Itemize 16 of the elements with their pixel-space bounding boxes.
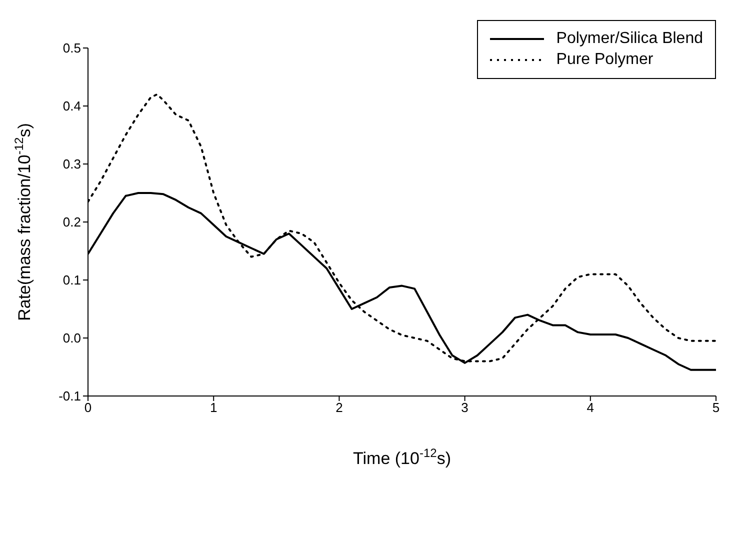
y-tick-label: 0.1 bbox=[62, 272, 81, 288]
legend-label: Pure Polymer bbox=[556, 51, 654, 69]
x-tick-label: 5 bbox=[712, 400, 720, 416]
y-tick-label: 0.0 bbox=[62, 330, 81, 346]
x-axis-title: Time (10$^{-12}$s) bbox=[353, 446, 451, 468]
x-tick-label: 4 bbox=[586, 400, 594, 416]
x-tick-label: 2 bbox=[336, 400, 343, 416]
x-tick-label: 1 bbox=[210, 400, 218, 416]
y-tick-label: 0.2 bbox=[62, 214, 81, 230]
y-tick-label: 0.4 bbox=[62, 98, 81, 114]
legend-label: Polymer/Silica Blend bbox=[556, 30, 703, 48]
y-tick-label: 0.5 bbox=[62, 40, 81, 56]
y-tick-label: 0.3 bbox=[62, 156, 81, 172]
x-tick-label: 0 bbox=[84, 400, 92, 416]
x-tick-label: 3 bbox=[461, 400, 468, 416]
y-tick-label: -0.1 bbox=[58, 388, 81, 404]
